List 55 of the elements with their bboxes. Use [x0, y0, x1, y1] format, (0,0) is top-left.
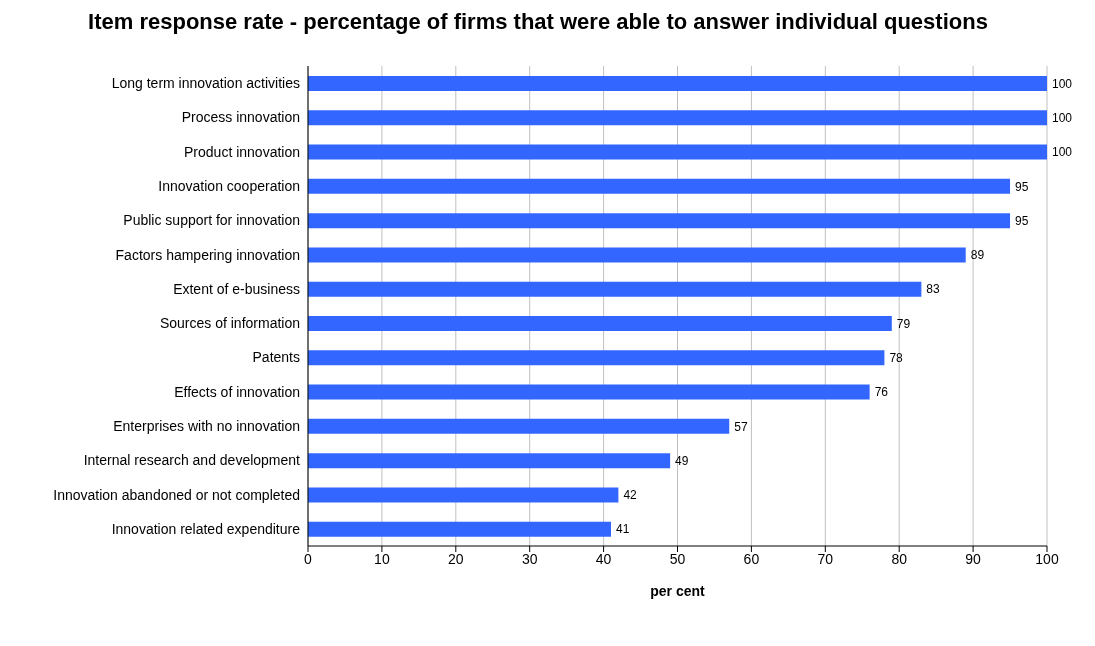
- data-label: 76: [874, 385, 889, 400]
- chart-title: Item response rate - percentage of firms that were able to answer individual questions: [87, 8, 989, 36]
- y-tick-label: Factors hampering innovation: [115, 246, 300, 263]
- bar: [308, 316, 892, 331]
- bar: [308, 281, 922, 297]
- x-tick-label: 20: [448, 550, 464, 567]
- bar: [308, 144, 1047, 160]
- bar: [308, 178, 1011, 194]
- data-label: 100: [1052, 145, 1073, 160]
- bar: [308, 76, 1047, 91]
- bar: [308, 521, 611, 537]
- data-label: 95: [1015, 213, 1029, 228]
- x-tick-label: 70: [817, 550, 834, 567]
- data-label: 100: [1052, 111, 1073, 126]
- data-label: 95: [1015, 179, 1029, 194]
- y-tick-label: Product innovation: [184, 143, 300, 160]
- x-tick-label: 80: [891, 550, 908, 567]
- bar: [308, 487, 619, 503]
- data-label: 49: [675, 453, 689, 468]
- bar: [308, 247, 966, 263]
- y-tick-label: Innovation related expenditure: [111, 520, 301, 537]
- y-tick-label: Process innovation: [181, 109, 300, 126]
- data-label: 79: [896, 316, 911, 331]
- bar: [308, 110, 1047, 126]
- x-tick-label: 30: [521, 550, 538, 567]
- bar: [308, 418, 730, 434]
- bar: [308, 213, 1011, 229]
- bar: [308, 453, 671, 469]
- data-label: 78: [889, 351, 904, 366]
- y-tick-label: Sources of information: [159, 315, 300, 332]
- x-tick-label: 100: [1035, 550, 1059, 567]
- y-tick-label: Effects of innovation: [174, 383, 300, 400]
- x-axis-title: per cent: [650, 583, 706, 599]
- data-label: 89: [970, 248, 985, 263]
- y-tick-label: Extent of e-business: [173, 280, 300, 297]
- data-label: 100: [1052, 76, 1073, 91]
- x-tick-label: 10: [374, 550, 390, 567]
- x-tick-label: 90: [965, 550, 982, 567]
- bar: [308, 384, 870, 400]
- data-label: 83: [926, 282, 941, 297]
- y-tick-label: Patents: [252, 349, 300, 366]
- y-tick-label: Innovation abandoned or not completed: [53, 486, 300, 503]
- data-label: 57: [734, 419, 748, 434]
- x-tick-label: 0: [304, 550, 313, 567]
- data-label: 42: [623, 488, 638, 503]
- y-tick-label: Long term innovation activities: [111, 75, 300, 92]
- y-tick-label: Enterprises with no innovation: [113, 417, 300, 434]
- y-tick-label: Innovation cooperation: [158, 177, 300, 194]
- y-tick-label: Public support for innovation: [123, 212, 300, 229]
- data-label: 41: [615, 522, 630, 537]
- x-tick-label: 60: [743, 550, 760, 567]
- y-tick-label: Internal research and development: [83, 452, 301, 469]
- bar: [308, 350, 885, 366]
- x-tick-label: 50: [669, 550, 686, 567]
- x-tick-label: 40: [595, 550, 612, 567]
